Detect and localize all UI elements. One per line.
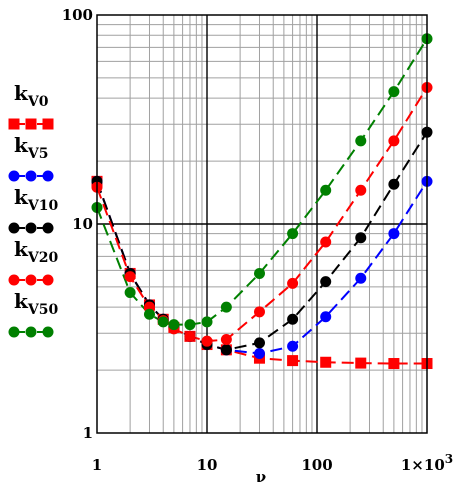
data-point-kV50 — [320, 184, 332, 196]
legend-marker-kV50 — [8, 326, 20, 338]
data-point-kV20 — [355, 184, 367, 196]
series-markers — [91, 33, 433, 370]
x-tick-label: 1×103 — [401, 452, 453, 474]
x-tick-label: 100 — [301, 456, 332, 474]
data-point-kV20 — [201, 335, 213, 347]
legend-marker-kV10 — [42, 222, 54, 234]
data-point-kV5 — [355, 272, 367, 284]
series-line-kV50 — [96, 38, 428, 326]
data-point-kV20 — [184, 330, 196, 342]
data-point-kV5 — [388, 228, 400, 240]
legend-marker-kV5 — [8, 170, 20, 182]
y-tick-label: 10 — [72, 215, 93, 233]
data-point-kV10 — [320, 276, 332, 288]
data-point-kV10 — [355, 232, 367, 244]
legend-marker-kV50 — [25, 326, 37, 338]
grid — [97, 15, 427, 433]
data-point-kV20 — [320, 236, 332, 248]
axis-titles: ν — [256, 468, 266, 486]
legend-marker-kV0 — [25, 118, 37, 130]
x-tick-label: 10 — [197, 456, 218, 474]
data-point-kV50 — [287, 228, 299, 240]
x-axis-label: ν — [256, 468, 266, 486]
data-point-kV50 — [388, 86, 400, 98]
data-point-kV10 — [287, 313, 299, 325]
data-point-kV50 — [201, 316, 213, 328]
series-line-kV5 — [96, 180, 428, 355]
data-point-kV50 — [184, 319, 196, 331]
legend-label-kV5: kV5 — [14, 133, 48, 162]
tick-labels: 1 10 100 1×103 1 10 100 — [62, 6, 453, 474]
legend-marker-kV10 — [25, 222, 37, 234]
data-point-kV5 — [253, 348, 265, 360]
data-point-kV50 — [124, 287, 136, 299]
legend-marker-kV20 — [42, 274, 54, 286]
legend-marker-kV20 — [25, 274, 37, 286]
data-point-kV50 — [220, 301, 232, 313]
data-point-kV50 — [253, 267, 265, 279]
data-point-kV10 — [388, 178, 400, 190]
data-point-kV50 — [143, 308, 155, 320]
legend-label-kV0: kV0 — [14, 81, 49, 110]
data-point-kV50 — [355, 135, 367, 147]
data-point-kV5 — [320, 311, 332, 323]
legend-label-kV20: kV20 — [14, 237, 58, 266]
data-point-kV20 — [124, 271, 136, 283]
x-tick-label: 1 — [92, 456, 102, 474]
data-point-kV50 — [157, 316, 169, 328]
data-point-kV20 — [253, 306, 265, 318]
legend-marker-kV20 — [8, 274, 20, 286]
legend: kV0 kV5 kV10 kV20 kV50 — [8, 81, 58, 338]
plot-frame — [96, 14, 428, 434]
legend-marker-kV10 — [8, 222, 20, 234]
data-point-kV20 — [388, 135, 400, 147]
data-point-kV5 — [287, 340, 299, 352]
data-point-kV10 — [220, 344, 232, 356]
data-point-kV0 — [287, 355, 299, 367]
data-point-kV10 — [253, 337, 265, 349]
y-tick-label: 100 — [62, 6, 93, 24]
legend-marker-kV50 — [42, 326, 54, 338]
data-point-kV20 — [220, 334, 232, 346]
plot-border — [96, 14, 428, 434]
legend-label-kV50: kV50 — [14, 289, 58, 318]
data-point-kV0 — [320, 356, 332, 368]
legend-label-kV10: kV10 — [14, 185, 58, 214]
y-tick-label: 1 — [83, 424, 93, 442]
data-point-kV0 — [355, 357, 367, 369]
series-line-kV10 — [96, 131, 428, 351]
legend-marker-kV5 — [25, 170, 37, 182]
data-point-kV20 — [287, 277, 299, 289]
legend-marker-kV5 — [42, 170, 54, 182]
data-point-kV0 — [388, 358, 400, 370]
legend-marker-kV0 — [8, 118, 20, 130]
legend-marker-kV0 — [42, 118, 54, 130]
data-point-kV50 — [168, 319, 180, 331]
